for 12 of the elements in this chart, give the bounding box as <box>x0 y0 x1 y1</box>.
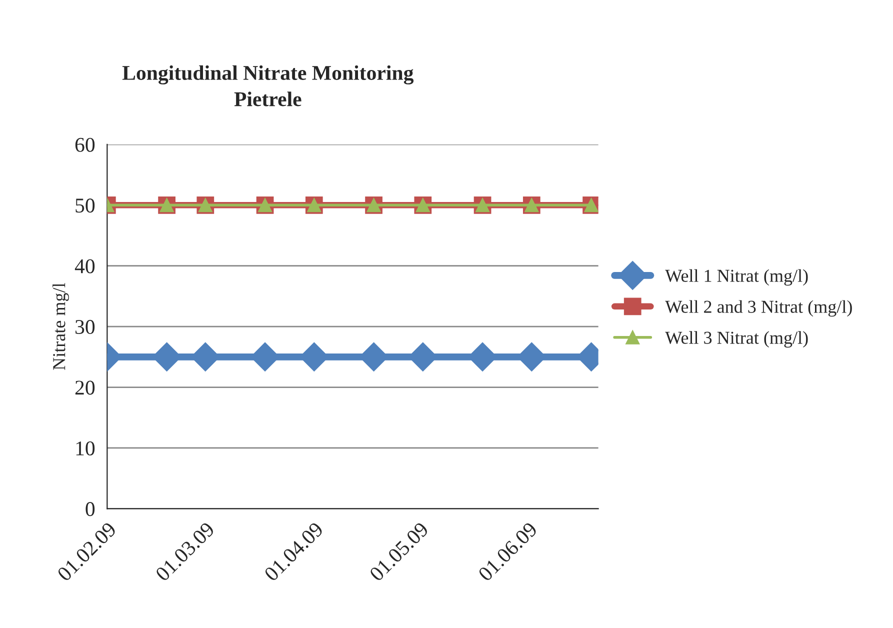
y-tick-label: 20 <box>75 380 95 395</box>
y-tick-label: 30 <box>76 320 95 334</box>
y-tick-label: 40 <box>74 259 95 274</box>
chart-title: Longitudinal Nitrate Monitoring Pietrele <box>122 65 414 106</box>
y-axis-title: Nitrate mg/l <box>52 283 69 370</box>
y-tick-label: 50 <box>76 198 95 213</box>
y-tick-label: 10 <box>76 441 95 456</box>
legend-label: Well 3 Nitrat (mg/l) <box>665 331 808 348</box>
y-tick-label: 0 <box>86 502 95 516</box>
legend-label: Well 2 and 3 Nitrat (mg/l) <box>665 300 852 317</box>
y-tick-label: 60 <box>75 138 95 152</box>
legend-label: Well 1 Nitrat (mg/l) <box>665 269 808 286</box>
